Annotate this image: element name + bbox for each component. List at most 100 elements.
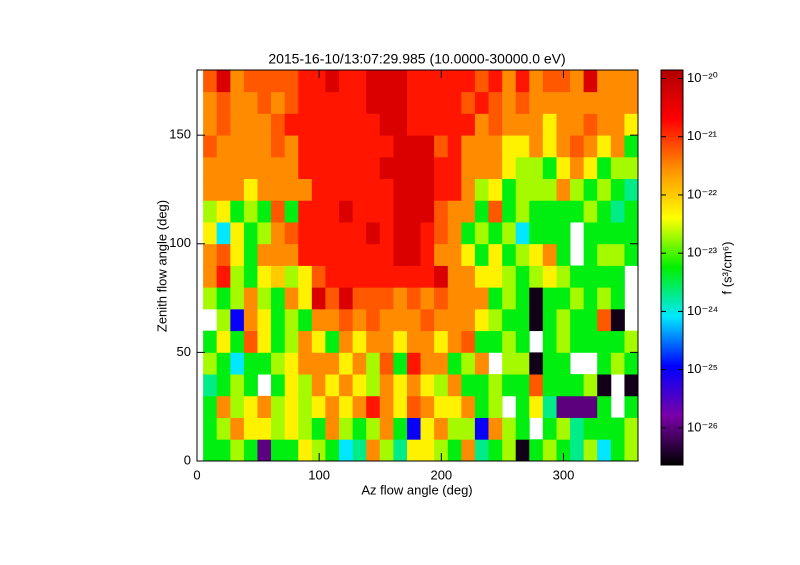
heatmap-cell (203, 395, 218, 418)
heatmap-cell (257, 200, 272, 223)
heatmap-cell (515, 330, 530, 353)
heatmap-cell (556, 308, 571, 332)
heatmap-cell (393, 330, 408, 353)
heatmap-cell (461, 243, 476, 266)
heatmap-cell (461, 70, 476, 93)
heatmap-cell (271, 287, 286, 310)
heatmap-cell (379, 330, 394, 353)
heatmap-cell (624, 135, 639, 158)
heatmap-cell (542, 374, 557, 397)
heatmap-cell (243, 287, 258, 310)
heatmap-cell (488, 113, 503, 136)
heatmap-cell (529, 265, 544, 288)
heatmap-cell (203, 417, 218, 440)
heatmap-cell (230, 243, 245, 266)
heatmap-cell (243, 308, 258, 332)
heatmap-cell (474, 287, 489, 310)
heatmap-cell (366, 417, 381, 440)
heatmap-cell (393, 222, 408, 245)
heatmap-cell (379, 70, 394, 93)
heatmap-cell (230, 91, 245, 114)
heatmap-cell (284, 200, 299, 223)
heatmap-cell (216, 395, 231, 418)
heatmap-cell (447, 395, 462, 418)
heatmap-cell (298, 135, 313, 158)
heatmap-cell (447, 352, 462, 375)
heatmap-cell (298, 200, 313, 223)
heatmap-cell (284, 330, 299, 353)
heatmap-cell (570, 200, 585, 223)
heatmap-cell (366, 287, 381, 310)
heatmap-cell (230, 200, 245, 223)
heatmap-cell (243, 156, 258, 180)
heatmap-cell (570, 330, 585, 353)
heatmap-cell (311, 374, 326, 397)
heatmap-cell (556, 287, 571, 310)
heatmap-cell (556, 395, 571, 418)
heatmap-cell (542, 178, 557, 201)
heatmap-cell (366, 374, 381, 397)
heatmap-cell (325, 135, 340, 158)
heatmap-cell (502, 156, 517, 180)
heatmap-cell (379, 135, 394, 158)
heatmap-cell (298, 374, 313, 397)
heatmap-cell (230, 178, 245, 201)
heatmap-cell (420, 287, 435, 310)
heatmap-cell (203, 200, 218, 223)
heatmap-cell (216, 330, 231, 353)
heatmap-cell (203, 178, 218, 201)
heatmap-cell (474, 243, 489, 266)
heatmap-cell (271, 91, 286, 114)
heatmap-cell (271, 222, 286, 245)
heatmap-cell (447, 265, 462, 288)
heatmap-cell (325, 200, 340, 223)
heatmap-cell (203, 439, 218, 462)
heatmap-cell (257, 395, 272, 418)
heatmap-cell (243, 417, 258, 440)
heatmap-cell (257, 243, 272, 266)
heatmap-cell (406, 113, 421, 136)
heatmap-cell (434, 243, 449, 266)
heatmap-cell (257, 222, 272, 245)
heatmap-cell (406, 287, 421, 310)
heatmap-cell (243, 374, 258, 397)
heatmap-cell (434, 222, 449, 245)
heatmap-cell (461, 439, 476, 462)
heatmap-cell (325, 308, 340, 332)
heatmap-cell (542, 70, 557, 93)
heatmap-cell (597, 352, 612, 375)
heatmap-cell (352, 178, 367, 201)
heatmap-cell (502, 200, 517, 223)
heatmap-cell (570, 178, 585, 201)
heatmap-cell (488, 178, 503, 201)
heatmap-cell (624, 374, 639, 397)
heatmap-cell (597, 113, 612, 136)
heatmap-cell (257, 352, 272, 375)
heatmap-cell (243, 243, 258, 266)
heatmap-cell (366, 178, 381, 201)
heatmap-cell (379, 439, 394, 462)
heatmap-cell (447, 178, 462, 201)
heatmap-cell (271, 265, 286, 288)
heatmap-cell (542, 417, 557, 440)
heatmap-cell (570, 374, 585, 397)
heatmap-cell (597, 222, 612, 245)
heatmap-cell (366, 308, 381, 332)
heatmap-cell (597, 417, 612, 440)
heatmap-cell (325, 287, 340, 310)
heatmap-cell (583, 374, 598, 397)
heatmap-cell (406, 156, 421, 180)
heatmap-cell (447, 439, 462, 462)
heatmap-cell (311, 287, 326, 310)
heatmap-cell (216, 287, 231, 310)
heatmap-cell (420, 439, 435, 462)
heatmap-cell (216, 352, 231, 375)
heatmap-cell (474, 374, 489, 397)
heatmap-cell (284, 113, 299, 136)
heatmap-cell (216, 439, 231, 462)
heatmap-cell (583, 330, 598, 353)
plot-frame (196, 69, 639, 462)
heatmap-cell (284, 156, 299, 180)
heatmap-cell (474, 417, 489, 440)
heatmap-cell (570, 287, 585, 310)
